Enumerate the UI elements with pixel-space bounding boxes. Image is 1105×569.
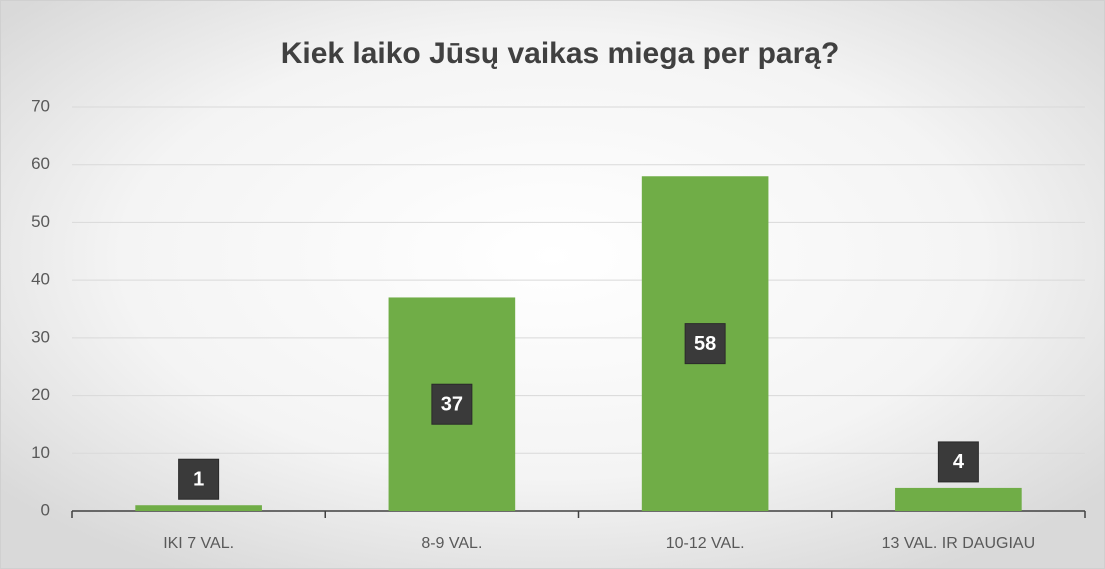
x-tick-label: 13 VAL. IR DAUGIAU bbox=[882, 535, 1036, 552]
y-tick-label: 50 bbox=[31, 212, 50, 231]
bar bbox=[895, 487, 1022, 511]
data-label-box bbox=[937, 441, 979, 483]
data-label: 4 bbox=[953, 451, 965, 473]
data-label-box bbox=[431, 383, 473, 425]
y-tick-label: 20 bbox=[31, 385, 50, 404]
y-tick-label: 70 bbox=[31, 96, 50, 115]
y-tick-label: 40 bbox=[31, 270, 50, 289]
x-tick-label: 10-12 VAL. bbox=[666, 535, 745, 552]
y-tick-label: 30 bbox=[31, 327, 50, 346]
bar bbox=[135, 505, 262, 511]
data-label-box bbox=[178, 458, 220, 500]
data-label: 58 bbox=[694, 333, 716, 355]
data-label: 37 bbox=[441, 394, 463, 416]
chart-title: Kiek laiko Jūsų vaikas miega per parą? bbox=[281, 37, 840, 70]
y-tick-label: 60 bbox=[31, 154, 50, 173]
data-label: 1 bbox=[193, 469, 204, 491]
x-tick-label: 8-9 VAL. bbox=[421, 535, 482, 552]
y-tick-label: 0 bbox=[41, 500, 50, 519]
data-label-box bbox=[684, 323, 726, 365]
y-tick-label: 10 bbox=[31, 443, 50, 462]
x-tick-label: IKI 7 VAL. bbox=[163, 535, 234, 552]
